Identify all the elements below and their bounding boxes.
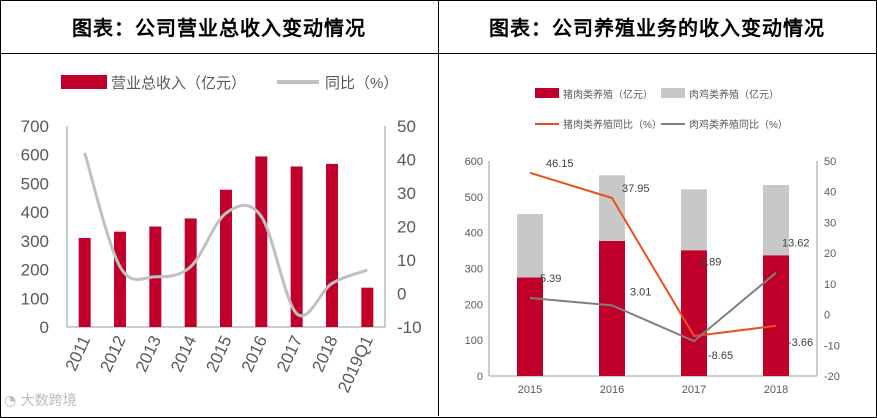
pork-yoy-line (529, 171, 777, 338)
watermark-icon: ◔ (4, 393, 17, 409)
legend-swatch-revenue (61, 75, 107, 89)
legend-label-pork-yoy: 猪肉类养殖同比（%） (563, 118, 662, 131)
pork-bar (517, 277, 543, 376)
revenue-bar (184, 218, 197, 327)
x-tick-label: 2016 (238, 333, 271, 375)
x-tick-label: 2012 (96, 333, 129, 375)
revenue-bar (361, 287, 374, 327)
data-label: 46.15 (546, 158, 574, 170)
y-right-tick-label: -10 (824, 340, 840, 352)
panel-divider (438, 0, 439, 416)
y-left-tick-label: 0 (40, 318, 49, 337)
chicken-bar (599, 175, 625, 241)
revenue-bar (220, 189, 232, 327)
y-left-tick-label: 200 (465, 299, 483, 311)
y-left-tick-label: 100 (21, 289, 49, 308)
watermark-logo: ◔ 大数跨境 (4, 390, 77, 410)
data-label: 37.95 (622, 183, 650, 195)
chicken-bar (517, 214, 543, 278)
data-label: 6.89 (700, 256, 721, 268)
data-label: 5.39 (540, 273, 561, 285)
y-right-tick-label: 0 (824, 310, 830, 322)
y-right-tick-label: 30 (824, 217, 836, 229)
y-left-tick-label: 500 (465, 192, 483, 204)
revenue-chart: 0 100 200 300 400 500 600 700 -10 0 10 20 30 40 50 2011… (21, 75, 422, 396)
legend-label-pork: 猪肉类养殖（亿元） (563, 88, 653, 101)
legend-label-revenue: 营业总收入（亿元） (111, 75, 246, 92)
x-tick-label: 2018 (764, 384, 788, 396)
revenue-bar (114, 231, 126, 327)
y-right-tick-label: 10 (397, 251, 416, 270)
legend-label-chicken: 肉鸡类养殖（亿元） (689, 88, 779, 101)
revenue-bar (326, 163, 338, 327)
data-label: 3.01 (630, 286, 651, 298)
x-tick-label: 2011 (62, 333, 95, 374)
revenue-bar (290, 166, 303, 327)
pork-bar (763, 255, 789, 376)
watermark-text: 大数跨境 (20, 393, 77, 409)
right-panel-title: 图表：公司养殖业务的收入变动情况 (489, 16, 825, 40)
y-left-tick-label: 500 (21, 174, 49, 193)
y-left-tick-label: 100 (465, 335, 483, 347)
y-right-tick-label: 0 (397, 285, 406, 304)
y-left-tick-label: 200 (21, 261, 49, 280)
chicken-bar (763, 185, 789, 256)
legend-swatch-chicken (661, 88, 685, 98)
y-right-tick-label: 40 (397, 151, 416, 170)
y-right-tick-label: -20 (824, 371, 840, 383)
y-left-tick-label: 300 (465, 264, 483, 276)
y-right-tick-label: 50 (824, 156, 836, 168)
revenue-bar (78, 237, 91, 327)
y-right-tick-label: 10 (824, 279, 836, 291)
y-right-tick-label: -10 (397, 318, 422, 337)
legend-label-chicken-yoy: 肉鸡类养殖同比（%） (689, 118, 788, 131)
legend-label-yoy: 同比（%） (325, 75, 398, 92)
yoy-growth-line (83, 152, 368, 318)
x-tick-label: 2017 (273, 333, 306, 375)
data-label: -3.66 (788, 337, 813, 349)
y-left-tick-label: 700 (21, 117, 49, 136)
x-tick-label: 2013 (132, 333, 165, 375)
x-tick-label: 2015 (202, 333, 235, 375)
chicken-yoy-line (529, 271, 777, 343)
y-left-tick-label: 400 (21, 203, 49, 222)
y-right-tick-label: 20 (397, 218, 416, 237)
y-left-tick-label: 0 (477, 371, 483, 383)
data-label: 13.62 (782, 238, 810, 250)
y-right-tick-label: 30 (397, 184, 416, 203)
x-tick-label: 2017 (682, 384, 706, 396)
y-left-tick-label: 600 (21, 146, 49, 165)
y-left-tick-label: 300 (21, 232, 49, 251)
y-right-tick-label: 20 (824, 248, 836, 260)
data-label: -8.65 (708, 350, 733, 362)
y-right-tick-label: 50 (397, 117, 416, 136)
x-tick-label: 2014 (167, 333, 200, 375)
x-tick-label: 2016 (600, 384, 624, 396)
chicken-bar (681, 189, 707, 251)
x-tick-label: 2018 (308, 333, 341, 375)
y-right-tick-label: 40 (824, 187, 836, 199)
y-left-tick-label: 400 (465, 228, 483, 240)
pork-bar (681, 250, 707, 376)
x-tick-label: 2015 (518, 384, 542, 396)
legend-swatch-pork (535, 88, 559, 98)
y-left-tick-label: 600 (465, 156, 483, 168)
revenue-bar (255, 156, 268, 327)
breeding-revenue-chart: 0 100 200 300 400 500 600 -20 -10 0 10 20 30 40 50 2015… (465, 88, 840, 396)
left-panel-title: 图表：公司营业总收入变动情况 (72, 16, 366, 40)
